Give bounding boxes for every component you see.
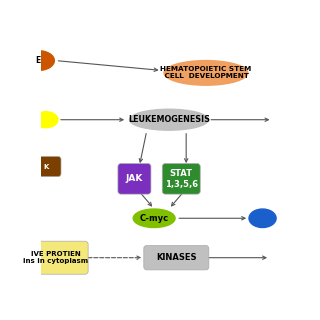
Text: K: K [43, 164, 48, 170]
Text: C-myc: C-myc [140, 214, 169, 223]
Ellipse shape [33, 112, 58, 128]
Text: JAK: JAK [126, 174, 143, 183]
Ellipse shape [133, 209, 175, 228]
Ellipse shape [22, 51, 54, 70]
Text: KINASES: KINASES [156, 253, 196, 262]
FancyBboxPatch shape [30, 156, 61, 177]
FancyBboxPatch shape [118, 164, 151, 194]
FancyBboxPatch shape [162, 164, 200, 194]
Ellipse shape [249, 209, 276, 228]
Text: HEMATOPOIETIC STEM
 CELL  DEVELOPMENT: HEMATOPOIETIC STEM CELL DEVELOPMENT [160, 66, 252, 79]
Ellipse shape [164, 60, 248, 85]
Ellipse shape [130, 109, 208, 130]
FancyBboxPatch shape [23, 241, 88, 274]
Text: IVE PROTIEN
ins in cytoplasm: IVE PROTIEN ins in cytoplasm [23, 251, 88, 264]
Text: STAT
1,3,5,6: STAT 1,3,5,6 [165, 169, 198, 188]
Text: LEUKEMOGENESIS: LEUKEMOGENESIS [128, 115, 210, 124]
Text: E: E [36, 56, 41, 65]
FancyBboxPatch shape [144, 245, 209, 270]
